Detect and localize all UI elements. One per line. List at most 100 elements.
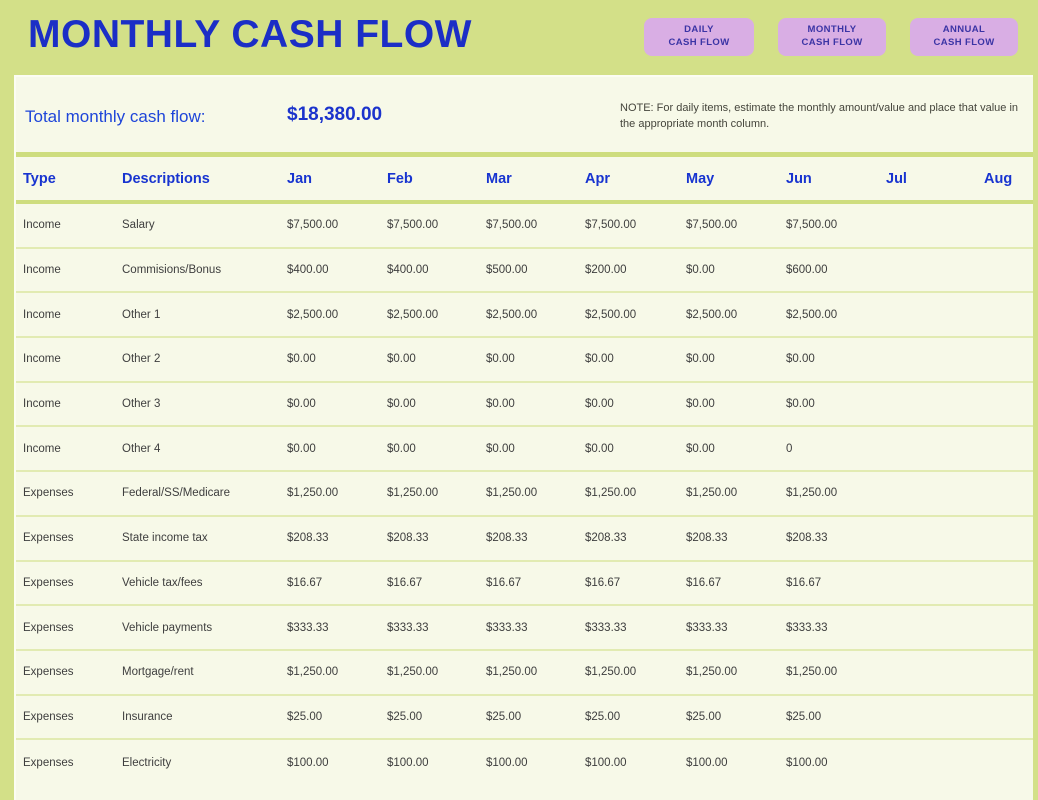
cell-mar[interactable]: $2,500.00 [486,308,538,321]
cell-apr[interactable]: $7,500.00 [585,219,637,232]
cell-feb[interactable]: $0.00 [387,442,416,455]
cell-jan[interactable]: $7,500.00 [287,219,339,232]
cell-mar[interactable]: $7,500.00 [486,219,538,232]
cell-feb[interactable]: $25.00 [387,710,423,723]
cell-feb[interactable]: $1,250.00 [387,487,439,500]
cell-may[interactable]: $1,250.00 [686,666,738,679]
cell-jun[interactable]: $100.00 [786,756,828,769]
cell-apr[interactable]: $2,500.00 [585,308,637,321]
cell-jan[interactable]: $333.33 [287,621,329,634]
cell-feb[interactable]: $0.00 [387,398,416,411]
column-header-descriptions[interactable]: Descriptions [122,170,210,187]
cell-jan[interactable]: $0.00 [287,442,316,455]
cell-descriptions[interactable]: Insurance [122,710,173,723]
cell-jan[interactable]: $0.00 [287,398,316,411]
cell-type[interactable]: Income [23,442,61,455]
cell-jan[interactable]: $1,250.00 [287,487,339,500]
cell-jan[interactable]: $2,500.00 [287,308,339,321]
cell-apr[interactable]: $25.00 [585,710,621,723]
cell-may[interactable]: $2,500.00 [686,308,738,321]
cell-feb[interactable]: $7,500.00 [387,219,439,232]
cell-type[interactable]: Expenses [23,532,74,545]
column-header-jun[interactable]: Jun [786,170,812,187]
cell-may[interactable]: $0.00 [686,442,715,455]
cell-type[interactable]: Expenses [23,621,74,634]
monthly-cash-flow-button[interactable]: MONTHLY CASH FLOW [778,18,886,56]
cell-may[interactable]: $25.00 [686,710,722,723]
cell-descriptions[interactable]: State income tax [122,532,208,545]
cell-type[interactable]: Expenses [23,576,74,589]
cell-descriptions[interactable]: Other 1 [122,308,161,321]
cell-mar[interactable]: $1,250.00 [486,666,538,679]
cell-jun[interactable]: $0.00 [786,398,815,411]
cell-jan[interactable]: $16.67 [287,576,323,589]
cell-jun[interactable]: $16.67 [786,576,822,589]
cell-type[interactable]: Expenses [23,756,74,769]
cell-jun[interactable]: $333.33 [786,621,828,634]
cell-jun[interactable]: $25.00 [786,710,822,723]
cell-feb[interactable]: $2,500.00 [387,308,439,321]
cell-type[interactable]: Income [23,398,61,411]
cell-descriptions[interactable]: Mortgage/rent [122,666,194,679]
cell-jun[interactable]: $1,250.00 [786,487,838,500]
cell-descriptions[interactable]: Federal/SS/Medicare [122,487,231,500]
column-header-feb[interactable]: Feb [387,170,413,187]
cell-may[interactable]: $208.33 [686,532,728,545]
cell-feb[interactable]: $400.00 [387,264,429,277]
cell-jan[interactable]: $400.00 [287,264,329,277]
cell-feb[interactable]: $208.33 [387,532,429,545]
cell-mar[interactable]: $25.00 [486,710,522,723]
cell-apr[interactable]: $0.00 [585,442,614,455]
cell-mar[interactable]: $208.33 [486,532,528,545]
cell-apr[interactable]: $200.00 [585,264,627,277]
cell-feb[interactable]: $0.00 [387,353,416,366]
cell-mar[interactable]: $100.00 [486,756,528,769]
cell-apr[interactable]: $0.00 [585,353,614,366]
cell-may[interactable]: $16.67 [686,576,722,589]
cell-may[interactable]: $100.00 [686,756,728,769]
column-header-type[interactable]: Type [23,170,56,187]
annual-cash-flow-button[interactable]: ANNUAL CASH FLOW [910,18,1018,56]
daily-cash-flow-button[interactable]: DAILY CASH FLOW [644,18,754,56]
total-cash-flow-value[interactable]: $18,380.00 [287,104,383,125]
cell-descriptions[interactable]: Commisions/Bonus [122,264,222,277]
cell-jun[interactable]: $208.33 [786,532,828,545]
cell-jan[interactable]: $100.00 [287,756,329,769]
cell-apr[interactable]: $1,250.00 [585,487,637,500]
cell-type[interactable]: Expenses [23,666,74,679]
cell-mar[interactable]: $1,250.00 [486,487,538,500]
column-header-jan[interactable]: Jan [287,170,312,187]
column-header-aug[interactable]: Aug [984,170,1013,187]
cell-apr[interactable]: $16.67 [585,576,621,589]
cell-jan[interactable]: $1,250.00 [287,666,339,679]
cell-jan[interactable]: $208.33 [287,532,329,545]
cell-jun[interactable]: $2,500.00 [786,308,838,321]
cell-feb[interactable]: $100.00 [387,756,429,769]
column-header-jul[interactable]: Jul [886,170,907,187]
cell-may[interactable]: $0.00 [686,398,715,411]
cell-type[interactable]: Expenses [23,487,74,500]
cell-jun[interactable]: $600.00 [786,264,828,277]
column-header-may[interactable]: May [686,170,715,187]
cell-jun[interactable]: 0 [786,442,793,455]
cell-type[interactable]: Income [23,219,61,232]
cell-may[interactable]: $333.33 [686,621,728,634]
cell-mar[interactable]: $0.00 [486,353,515,366]
cell-mar[interactable]: $16.67 [486,576,522,589]
cell-type[interactable]: Income [23,308,61,321]
column-header-apr[interactable]: Apr [585,170,610,187]
column-header-mar[interactable]: Mar [486,170,512,187]
cell-may[interactable]: $1,250.00 [686,487,738,500]
cell-jan[interactable]: $25.00 [287,710,323,723]
cell-may[interactable]: $0.00 [686,353,715,366]
cell-feb[interactable]: $1,250.00 [387,666,439,679]
cell-descriptions[interactable]: Other 4 [122,442,161,455]
cell-type[interactable]: Income [23,264,61,277]
cell-jan[interactable]: $0.00 [287,353,316,366]
cell-apr[interactable]: $208.33 [585,532,627,545]
cell-apr[interactable]: $100.00 [585,756,627,769]
cell-may[interactable]: $0.00 [686,264,715,277]
cell-descriptions[interactable]: Salary [122,219,155,232]
cell-apr[interactable]: $333.33 [585,621,627,634]
cell-mar[interactable]: $0.00 [486,442,515,455]
